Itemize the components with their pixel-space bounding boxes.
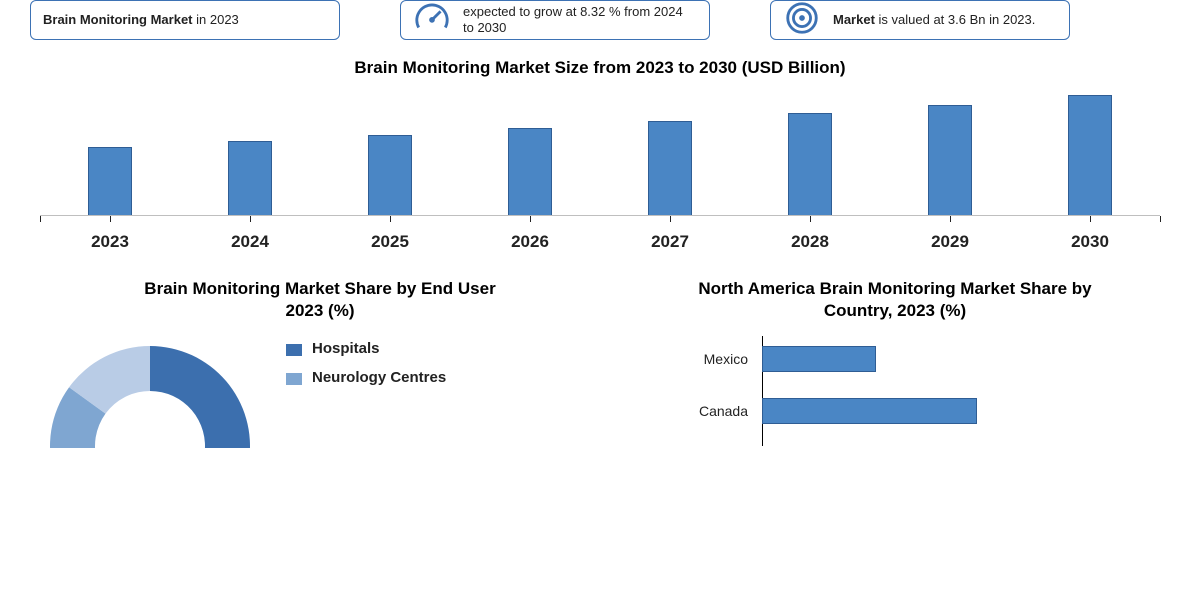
bar-label: 2027 bbox=[630, 232, 710, 252]
hbar-label: Mexico bbox=[640, 351, 756, 367]
hbar-label: Canada bbox=[640, 403, 756, 419]
bar-label: 2025 bbox=[350, 232, 430, 252]
info-box-3-text: Market is valued at 3.6 Bn in 2023. bbox=[833, 12, 1035, 28]
info-box-1: Brain Monitoring Market in 2023 bbox=[30, 0, 340, 40]
donut-title: Brain Monitoring Market Share by End Use… bbox=[140, 278, 500, 322]
info-box-row: Brain Monitoring Market in 2023 expected… bbox=[0, 0, 1200, 40]
bar-tick bbox=[950, 216, 951, 222]
bar-label: 2029 bbox=[910, 232, 990, 252]
bar-label: 2024 bbox=[210, 232, 290, 252]
bar-tick bbox=[530, 216, 531, 222]
bar-2026 bbox=[508, 128, 552, 216]
bar-label: 2023 bbox=[70, 232, 150, 252]
bar-2024 bbox=[228, 141, 272, 216]
bar-tick bbox=[250, 216, 251, 222]
legend-item: Hospitals bbox=[286, 340, 446, 357]
bar-2023 bbox=[88, 147, 132, 216]
hbar-title: North America Brain Monitoring Market Sh… bbox=[685, 278, 1105, 322]
bar-x-axis bbox=[40, 215, 1160, 216]
bar-tick bbox=[390, 216, 391, 222]
hbar-chart: Mexico Canada bbox=[640, 336, 1160, 446]
legend-label: Neurology Centres bbox=[312, 369, 446, 386]
donut-chart bbox=[40, 328, 260, 448]
bar-tick bbox=[1160, 216, 1161, 222]
hbar-rect bbox=[762, 398, 977, 424]
info-box-2: expected to grow at 8.32 % from 2024 to … bbox=[400, 0, 710, 40]
main-chart-title: Brain Monitoring Market Size from 2023 t… bbox=[0, 58, 1200, 78]
info-box-3: Market is valued at 3.6 Bn in 2023. bbox=[770, 0, 1070, 40]
info-box-3-bold: Market bbox=[833, 12, 875, 27]
bar-2030 bbox=[1068, 95, 1112, 216]
info-box-1-text: Brain Monitoring Market in 2023 bbox=[43, 12, 239, 28]
info-box-1-post: in 2023 bbox=[193, 12, 239, 27]
bar-tick bbox=[810, 216, 811, 222]
gauge-icon bbox=[413, 0, 451, 41]
bar-tick bbox=[670, 216, 671, 222]
hbar-row-mexico: Mexico bbox=[640, 344, 876, 374]
info-box-2-text: expected to grow at 8.32 % from 2024 to … bbox=[463, 4, 697, 37]
bar-2029 bbox=[928, 105, 972, 216]
donut-wrap: Hospitals Neurology Centres bbox=[40, 328, 600, 448]
bar-plot-area bbox=[40, 82, 1160, 216]
legend-swatch bbox=[286, 344, 302, 356]
donut-legend: Hospitals Neurology Centres bbox=[286, 328, 446, 398]
bar-2028 bbox=[788, 113, 832, 216]
legend-item: Neurology Centres bbox=[286, 369, 446, 386]
legend-swatch bbox=[286, 373, 302, 385]
bottom-row: Brain Monitoring Market Share by End Use… bbox=[0, 278, 1200, 448]
hbar-panel: North America Brain Monitoring Market Sh… bbox=[630, 278, 1160, 448]
info-box-3-post: is valued at 3.6 Bn in 2023. bbox=[875, 12, 1035, 27]
bar-label: 2030 bbox=[1050, 232, 1130, 252]
bar-2025 bbox=[368, 135, 412, 216]
bar-tick bbox=[40, 216, 41, 222]
bar-label: 2028 bbox=[770, 232, 850, 252]
bar-label: 2026 bbox=[490, 232, 570, 252]
donut-panel: Brain Monitoring Market Share by End Use… bbox=[40, 278, 600, 448]
info-box-1-bold: Brain Monitoring Market bbox=[43, 12, 193, 27]
target-icon bbox=[783, 0, 821, 41]
bar-tick bbox=[110, 216, 111, 222]
hbar-row-canada: Canada bbox=[640, 396, 977, 426]
hbar-rect bbox=[762, 346, 876, 372]
main-bar-chart: 2023 2024 2025 2026 2027 2028 2029 2030 bbox=[40, 82, 1160, 252]
legend-label: Hospitals bbox=[312, 340, 380, 357]
bar-tick bbox=[1090, 216, 1091, 222]
bar-2027 bbox=[648, 121, 692, 216]
